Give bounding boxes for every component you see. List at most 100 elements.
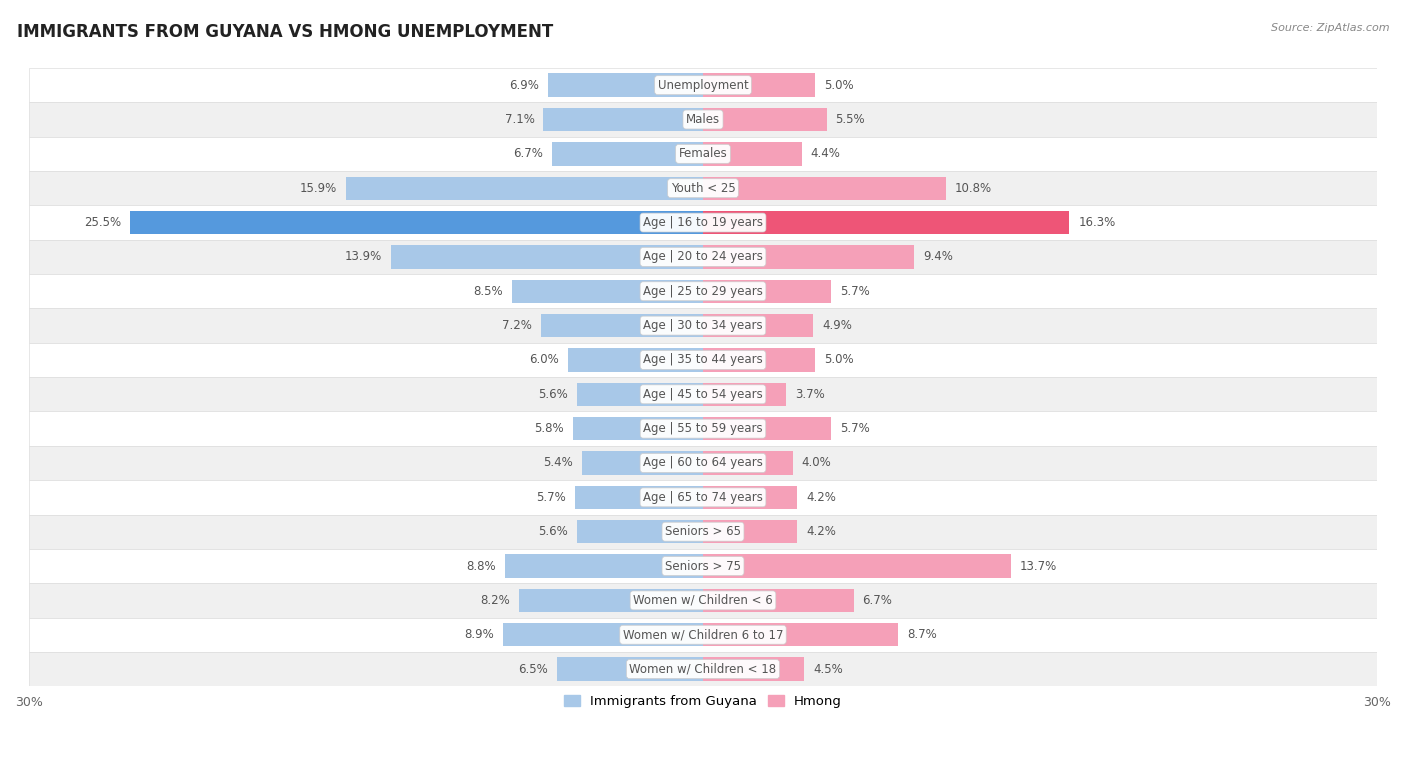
Text: Age | 25 to 29 years: Age | 25 to 29 years [643, 285, 763, 298]
Bar [553, 142, 703, 166]
Bar [30, 446, 1376, 480]
Text: 5.6%: 5.6% [538, 388, 568, 400]
Bar [503, 623, 703, 646]
Bar [30, 549, 1376, 583]
Bar [572, 417, 703, 441]
Bar [568, 348, 703, 372]
Text: Unemployment: Unemployment [658, 79, 748, 92]
Bar [519, 589, 703, 612]
Bar [703, 382, 786, 406]
Bar [703, 211, 1069, 234]
Text: Women w/ Children < 6: Women w/ Children < 6 [633, 594, 773, 607]
Text: 10.8%: 10.8% [955, 182, 991, 195]
Bar [544, 107, 703, 131]
Bar [30, 583, 1376, 618]
Text: 6.7%: 6.7% [862, 594, 893, 607]
Bar [30, 68, 1376, 102]
Text: 13.7%: 13.7% [1019, 559, 1057, 572]
Text: 4.0%: 4.0% [801, 456, 831, 469]
Bar [30, 171, 1376, 205]
Text: Youth < 25: Youth < 25 [671, 182, 735, 195]
Bar [30, 652, 1376, 687]
Text: 8.9%: 8.9% [464, 628, 494, 641]
Text: 16.3%: 16.3% [1078, 216, 1115, 229]
Text: 7.1%: 7.1% [505, 113, 534, 126]
Text: 6.5%: 6.5% [519, 662, 548, 675]
Text: 5.0%: 5.0% [824, 79, 853, 92]
Text: 8.5%: 8.5% [474, 285, 503, 298]
Bar [703, 142, 801, 166]
Text: 15.9%: 15.9% [299, 182, 337, 195]
Text: 4.9%: 4.9% [823, 319, 852, 332]
Bar [30, 205, 1376, 240]
Bar [703, 107, 827, 131]
Bar [30, 308, 1376, 343]
Text: Age | 20 to 24 years: Age | 20 to 24 years [643, 251, 763, 263]
Text: Age | 16 to 19 years: Age | 16 to 19 years [643, 216, 763, 229]
Text: Age | 60 to 64 years: Age | 60 to 64 years [643, 456, 763, 469]
Text: 4.4%: 4.4% [811, 148, 841, 160]
Bar [703, 348, 815, 372]
Bar [703, 520, 797, 544]
Bar [578, 520, 703, 544]
Bar [703, 451, 793, 475]
Text: 5.8%: 5.8% [534, 422, 564, 435]
Bar [346, 176, 703, 200]
Text: 5.6%: 5.6% [538, 525, 568, 538]
Text: 25.5%: 25.5% [84, 216, 121, 229]
Bar [703, 176, 946, 200]
Text: Women w/ Children < 18: Women w/ Children < 18 [630, 662, 776, 675]
Text: 4.2%: 4.2% [807, 525, 837, 538]
Text: Females: Females [679, 148, 727, 160]
Bar [582, 451, 703, 475]
Text: 5.7%: 5.7% [839, 422, 870, 435]
Bar [30, 480, 1376, 515]
Text: 7.2%: 7.2% [502, 319, 533, 332]
Bar [703, 245, 914, 269]
Text: Women w/ Children 6 to 17: Women w/ Children 6 to 17 [623, 628, 783, 641]
Bar [30, 343, 1376, 377]
Text: Age | 35 to 44 years: Age | 35 to 44 years [643, 354, 763, 366]
Text: 6.0%: 6.0% [530, 354, 560, 366]
Bar [541, 314, 703, 338]
Bar [703, 486, 797, 509]
Legend: Immigrants from Guyana, Hmong: Immigrants from Guyana, Hmong [558, 690, 848, 714]
Text: Seniors > 75: Seniors > 75 [665, 559, 741, 572]
Bar [30, 240, 1376, 274]
Text: 9.4%: 9.4% [924, 251, 953, 263]
Text: 4.5%: 4.5% [813, 662, 842, 675]
Bar [505, 554, 703, 578]
Bar [703, 279, 831, 303]
Bar [30, 377, 1376, 412]
Bar [129, 211, 703, 234]
Text: 5.0%: 5.0% [824, 354, 853, 366]
Bar [703, 589, 853, 612]
Bar [703, 554, 1011, 578]
Text: 8.7%: 8.7% [907, 628, 938, 641]
Text: 13.9%: 13.9% [344, 251, 381, 263]
Bar [30, 412, 1376, 446]
Text: 8.2%: 8.2% [479, 594, 510, 607]
Text: 3.7%: 3.7% [796, 388, 825, 400]
Bar [703, 73, 815, 97]
Text: 6.9%: 6.9% [509, 79, 538, 92]
Bar [703, 657, 804, 681]
Text: Age | 45 to 54 years: Age | 45 to 54 years [643, 388, 763, 400]
Text: 4.2%: 4.2% [807, 491, 837, 504]
Bar [30, 515, 1376, 549]
Bar [30, 274, 1376, 308]
Text: Seniors > 65: Seniors > 65 [665, 525, 741, 538]
Bar [512, 279, 703, 303]
Text: 8.8%: 8.8% [467, 559, 496, 572]
Text: IMMIGRANTS FROM GUYANA VS HMONG UNEMPLOYMENT: IMMIGRANTS FROM GUYANA VS HMONG UNEMPLOY… [17, 23, 553, 41]
Bar [703, 314, 813, 338]
Bar [391, 245, 703, 269]
Bar [578, 382, 703, 406]
Bar [703, 623, 898, 646]
Text: 5.4%: 5.4% [543, 456, 572, 469]
Bar [557, 657, 703, 681]
Bar [703, 417, 831, 441]
Text: 5.7%: 5.7% [839, 285, 870, 298]
Text: 5.7%: 5.7% [536, 491, 567, 504]
Text: 6.7%: 6.7% [513, 148, 544, 160]
